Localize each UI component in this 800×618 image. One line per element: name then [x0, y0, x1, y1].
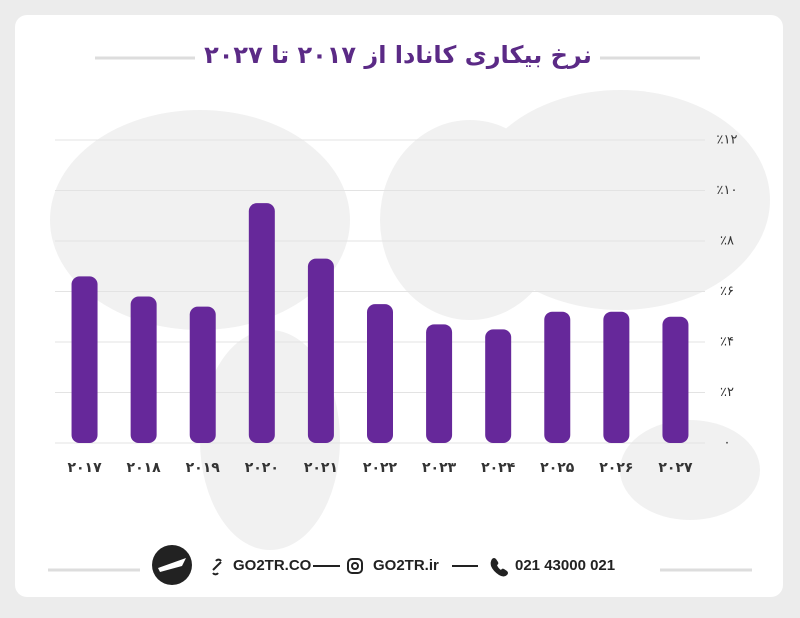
footer: GO2TR.CO GO2TR.ir 021 43000 021	[48, 545, 752, 585]
bar	[248, 203, 275, 443]
bar	[485, 329, 512, 443]
bar	[367, 304, 393, 443]
y-tick-label: ٪۴	[720, 335, 734, 350]
x-tick-label: ۲۰۲۰	[245, 460, 279, 476]
instagram: GO2TR.ir	[373, 557, 439, 574]
website: GO2TR.CO	[233, 557, 312, 574]
bar	[426, 324, 453, 443]
bar	[71, 276, 98, 443]
x-tick-label: ۲۰۲۳	[422, 460, 457, 476]
y-tick-label: ۰	[724, 436, 731, 451]
phone-icon	[490, 558, 508, 577]
phone: 021 43000 021	[515, 557, 615, 574]
bar	[603, 311, 630, 443]
instagram-icon-lens	[351, 562, 359, 570]
y-tick-label: ٪۶	[720, 284, 734, 299]
x-tick-label: ۲۰۲۱	[304, 460, 338, 476]
bar	[189, 306, 216, 443]
bar	[544, 311, 571, 443]
instagram-icon	[347, 558, 363, 574]
world-map-bg	[50, 90, 770, 550]
y-tick-label: ٪۱۲	[717, 133, 738, 148]
x-tick-label: ۲۰۱۸	[127, 460, 162, 476]
bar	[662, 316, 689, 443]
link-icon	[212, 558, 222, 576]
y-tick-label: ٪۸	[720, 234, 734, 249]
bar	[307, 258, 334, 443]
logo-plane	[158, 558, 186, 572]
chart-title: نرخ بیکاری کانادا از ۲۰۱۷ تا ۲۰۲۷	[204, 41, 592, 69]
x-tick-label: ۲۰۲۷	[658, 460, 693, 476]
x-tick-label: ۲۰۱۷	[67, 460, 102, 476]
x-tick-label: ۲۰۲۴	[481, 460, 516, 476]
x-tick-label: ۲۰۱۹	[186, 460, 221, 476]
x-tick-label: ۲۰۲۶	[599, 460, 633, 476]
bar	[130, 296, 157, 443]
y-tick-label: ٪۲	[720, 385, 734, 400]
x-tick-label: ۲۰۲۵	[540, 460, 575, 476]
x-tick-label: ۲۰۲۲	[363, 460, 398, 476]
y-tick-label: ٪۱۰	[717, 183, 738, 198]
